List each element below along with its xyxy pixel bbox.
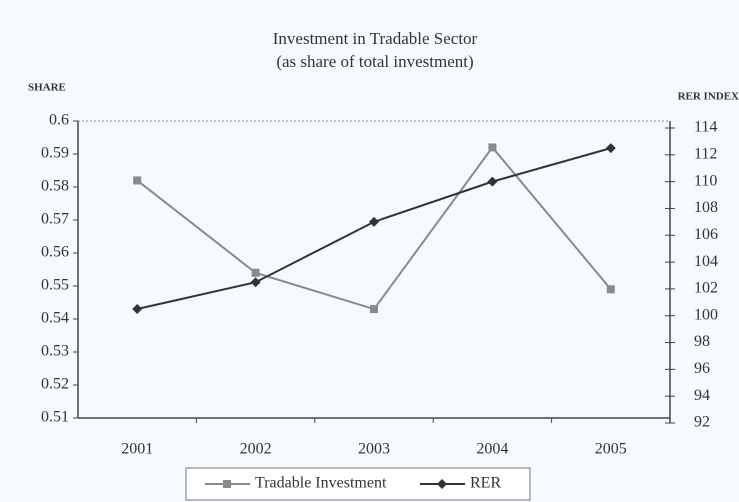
y2-tick-label: 98 — [694, 333, 710, 350]
y-tick-label: 0.58 — [41, 178, 69, 195]
y-tick-label: 0.57 — [41, 211, 69, 228]
y-axis-label: SHARE — [28, 82, 66, 94]
y-tick-label: 0.6 — [49, 112, 69, 129]
y-tick-label: 0.55 — [41, 277, 69, 294]
data-point — [252, 269, 260, 277]
y-tick-label: 0.53 — [41, 343, 69, 360]
x-tick-label: 2004 — [476, 441, 508, 458]
chart-subtitle: (as share of total investment) — [276, 52, 473, 71]
y2-tick-label: 112 — [694, 145, 717, 162]
legend-label: RER — [470, 475, 501, 492]
y-tick-label: 0.56 — [41, 244, 69, 261]
data-point — [370, 305, 378, 313]
y2-tick-label: 106 — [694, 226, 718, 243]
y2-axis-label: RER INDEX — [678, 91, 739, 103]
data-point — [488, 143, 496, 151]
x-tick-label: 2002 — [240, 441, 272, 458]
y2-tick-label: 110 — [694, 172, 717, 189]
y2-tick-label: 114 — [694, 119, 717, 136]
legend-marker — [223, 480, 231, 488]
legend-label: Tradable Investment — [255, 475, 387, 492]
y-tick-label: 0.59 — [41, 145, 69, 162]
y2-tick-label: 96 — [694, 360, 710, 377]
y2-tick-label: 104 — [694, 253, 718, 270]
y-tick-label: 0.52 — [41, 376, 69, 393]
chart: Investment in Tradable Sector (as share … — [0, 0, 739, 502]
y2-tick-label: 100 — [694, 306, 718, 323]
data-point — [133, 176, 141, 184]
y2-tick-label: 92 — [694, 414, 710, 431]
data-point — [607, 285, 615, 293]
x-tick-label: 2003 — [358, 441, 390, 458]
x-tick-label: 2001 — [121, 441, 153, 458]
background — [0, 0, 739, 502]
x-tick-label: 2005 — [595, 441, 627, 458]
y2-tick-label: 102 — [694, 280, 718, 297]
y2-tick-label: 94 — [694, 387, 710, 404]
y2-tick-label: 108 — [694, 199, 718, 216]
y-tick-label: 0.51 — [41, 409, 69, 426]
chart-title: Investment in Tradable Sector — [273, 29, 478, 48]
y-tick-label: 0.54 — [41, 310, 69, 327]
